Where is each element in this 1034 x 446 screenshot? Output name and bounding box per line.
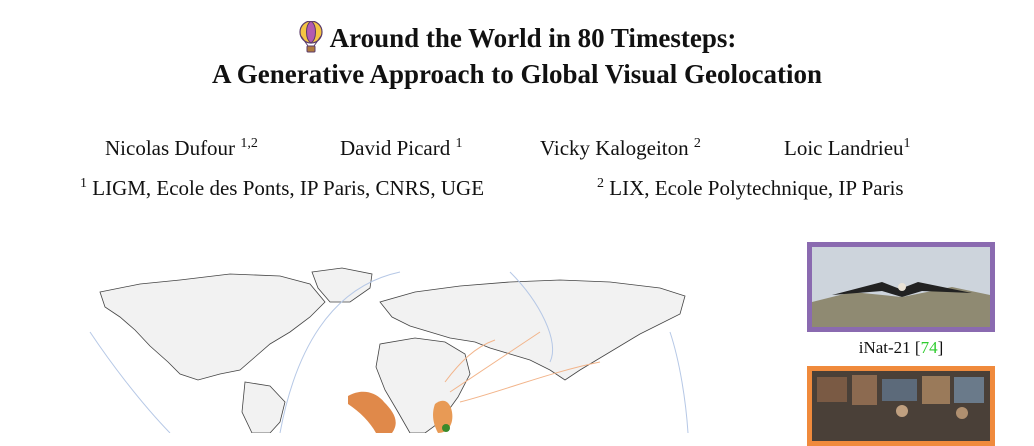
citation-link[interactable]: 74	[920, 338, 938, 357]
author-4-affiliation: 1	[903, 136, 911, 151]
title-line-2: A Generative Approach to Global Visual G…	[211, 59, 823, 89]
inat-caption: iNat-21 [74]	[858, 338, 944, 357]
flow-lines-blue	[89, 271, 689, 433]
title-line-1-text: Around the World in 80 Timesteps:	[329, 23, 737, 53]
market-photo	[812, 371, 990, 441]
author-2: David Picard 1	[340, 136, 463, 160]
paper-title: Around the World in 80 Timesteps: A Gene…	[0, 20, 1034, 92]
continents	[99, 267, 686, 433]
author-1-affiliation: 1,2	[240, 136, 258, 151]
title-line-1: Around the World in 80 Timesteps:	[0, 20, 1034, 56]
world-map	[80, 262, 690, 433]
hot-air-balloon-icon	[298, 21, 323, 53]
affiliation-2: 2 LIX, Ecole Polytechnique, IP Paris	[597, 176, 904, 200]
animal-thumbnails	[348, 391, 453, 433]
author-3-affiliation: 2	[693, 136, 701, 151]
author-2-affiliation: 1	[455, 136, 463, 151]
author-1: Nicolas Dufour 1,2	[105, 136, 258, 160]
condor-photo	[812, 247, 990, 327]
second-example-image	[807, 366, 995, 446]
author-3: Vicky Kalogeiton 2	[540, 136, 701, 160]
world-map-figure	[80, 262, 690, 433]
affiliation-1: 1 LIGM, Ecole des Ponts, IP Paris, CNRS,…	[80, 176, 485, 200]
author-4: Loic Landrieu1	[784, 136, 911, 160]
inat-example-image	[807, 242, 995, 332]
flow-lines-orange	[444, 331, 601, 403]
